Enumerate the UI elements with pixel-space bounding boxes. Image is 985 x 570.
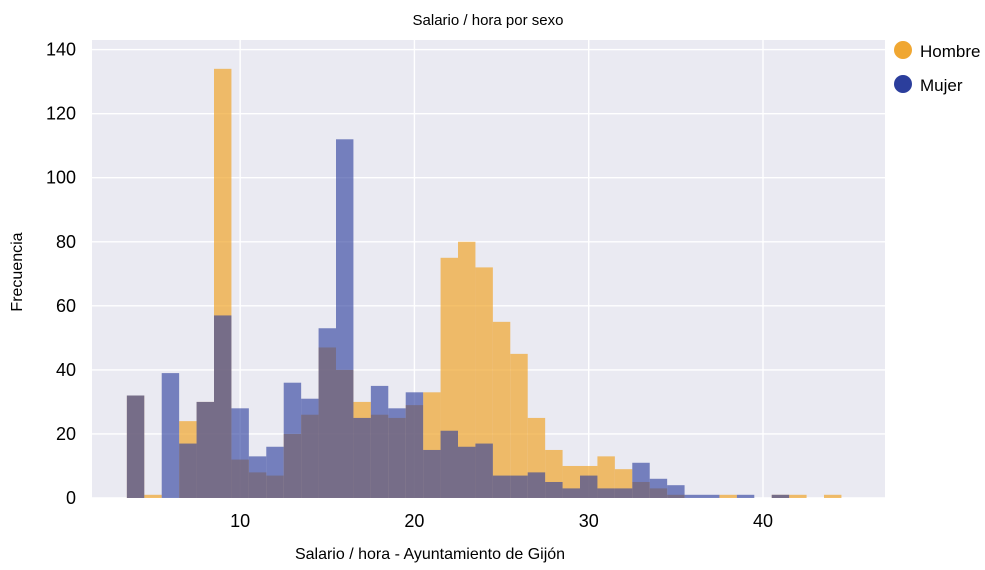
bar-hombre xyxy=(144,494,162,498)
bar-mujer xyxy=(510,475,528,498)
bar-mujer xyxy=(179,443,197,498)
bar-mujer xyxy=(196,401,214,498)
bar-hombre xyxy=(824,494,842,498)
y-tick-label: 120 xyxy=(46,104,76,124)
bar-hombre xyxy=(492,321,511,498)
y-tick-label: 100 xyxy=(46,168,76,188)
y-tick-label: 20 xyxy=(56,424,76,444)
bar-mujer xyxy=(492,475,511,498)
bar-mujer xyxy=(736,494,755,498)
x-tick-label: 20 xyxy=(404,511,424,531)
bar-mujer xyxy=(388,408,406,498)
bar-mujer xyxy=(597,488,615,498)
x-axis-ticks: 10 20 30 40 xyxy=(230,511,773,531)
legend-label-hombre: Hombre xyxy=(920,42,980,61)
bar-mujer xyxy=(283,382,302,498)
y-tick-label: 60 xyxy=(56,296,76,316)
bar-mujer xyxy=(126,395,145,498)
bar-mujer xyxy=(318,328,336,498)
bar-mujer xyxy=(702,494,720,498)
bar-mujer xyxy=(684,494,702,498)
bar-mujer xyxy=(667,485,685,498)
bar-mujer xyxy=(405,392,424,498)
x-tick-label: 30 xyxy=(579,511,599,531)
x-axis-label: Salario / hora - Ayuntamiento de Gijón xyxy=(295,546,565,563)
y-axis-ticks: 0 20 40 60 80 100 120 140 xyxy=(46,40,76,508)
legend-marker-hombre xyxy=(894,41,912,59)
bar-mujer xyxy=(214,315,232,498)
bar-hombre xyxy=(458,241,476,498)
bar-mujer xyxy=(545,481,563,498)
bar-mujer xyxy=(353,417,371,498)
bar-mujer xyxy=(649,478,668,498)
bar-mujer xyxy=(771,494,790,498)
bar-mujer xyxy=(231,408,249,498)
bar-hombre xyxy=(475,267,493,498)
bar-mujer xyxy=(614,488,633,498)
bar-mujer xyxy=(562,488,580,498)
bar-mujer xyxy=(580,475,598,498)
bar-hombre xyxy=(719,494,737,498)
legend-label-mujer: Mujer xyxy=(920,76,963,95)
bar-mujer xyxy=(423,449,441,498)
bar-mujer xyxy=(458,446,476,498)
bar-hombre xyxy=(789,494,807,498)
x-tick-label: 40 xyxy=(753,511,773,531)
legend-marker-mujer xyxy=(894,75,912,93)
bar-mujer xyxy=(161,373,180,498)
series-mujer xyxy=(126,139,790,498)
chart-title: Salario / hora por sexo xyxy=(413,12,564,29)
bar-mujer xyxy=(440,430,458,498)
bar-hombre xyxy=(597,456,615,498)
y-tick-label: 140 xyxy=(46,40,76,60)
legend: Hombre Mujer xyxy=(894,41,980,95)
bar-mujer xyxy=(632,462,650,498)
bar-mujer xyxy=(301,398,319,498)
y-tick-label: 0 xyxy=(66,488,76,508)
bar-mujer xyxy=(475,443,493,498)
bar-mujer xyxy=(370,385,389,498)
bar-hombre xyxy=(510,353,528,498)
y-tick-label: 80 xyxy=(56,232,76,252)
x-tick-label: 10 xyxy=(230,511,250,531)
bar-mujer xyxy=(527,472,546,498)
bar-mujer xyxy=(248,456,267,498)
y-tick-label: 40 xyxy=(56,360,76,380)
bar-mujer xyxy=(336,139,354,498)
bar-mujer xyxy=(266,446,284,498)
y-axis-label: Frecuencia xyxy=(9,232,26,311)
